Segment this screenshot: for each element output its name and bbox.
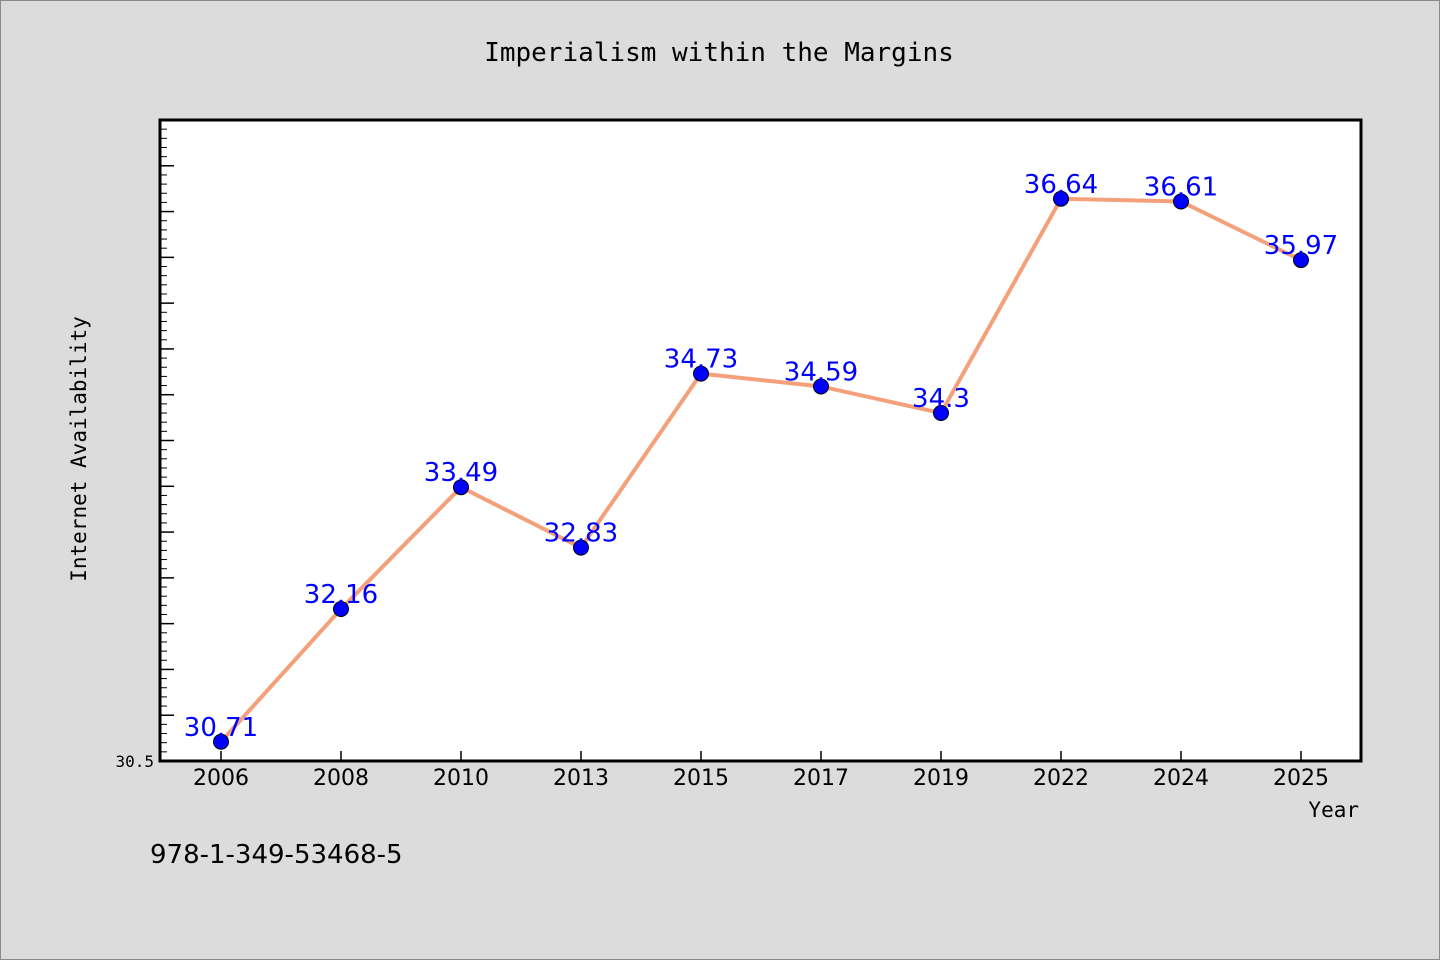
data-label: 32.83 (544, 519, 618, 549)
series-line-group (219, 196, 1302, 744)
data-label: 34.59 (784, 357, 858, 387)
data-label: 36.61 (1144, 172, 1218, 202)
data-label: 32.16 (304, 580, 378, 610)
data-label: 33.49 (424, 458, 498, 488)
data-point-marker (333, 600, 349, 617)
data-point-marker (1053, 190, 1069, 207)
x-axis-tick-label: 2019 (913, 766, 969, 791)
x-axis-label: Year (1308, 798, 1359, 822)
x-axis-tick-labels: 2006 2008 2010 2013 2015 2017 2019 2022 2024 2025 (193, 766, 1329, 791)
x-axis-ticks (220, 751, 1302, 761)
isbn-text: 978-1-349-53468-5 (150, 840, 403, 870)
data-labels: 30.71 32.16 33.49 32.83 34.73 34.59 34.3 36.64 3… (184, 170, 1338, 743)
data-point-marker (453, 479, 469, 496)
data-label: 34.73 (664, 345, 738, 375)
data-label: 30.71 (184, 713, 258, 743)
x-axis-tick-label: 2017 (793, 766, 849, 791)
data-point-marker (933, 405, 949, 422)
x-axis-tick-label: 2025 (1273, 766, 1329, 791)
y-axis-tick-label: 30.5 (115, 752, 154, 771)
data-point-marker (693, 365, 709, 382)
data-point-marker (573, 539, 589, 556)
data-point-marker (213, 733, 229, 750)
chart-title: Imperialism within the Margins (484, 38, 954, 68)
data-label: 35.97 (1264, 231, 1338, 261)
x-axis-tick-label: 2006 (193, 766, 249, 791)
data-point-marker (1293, 252, 1309, 269)
x-axis-tick-label: 2008 (313, 766, 369, 791)
series-markers (213, 190, 1309, 750)
data-point-marker (813, 378, 829, 395)
y-axis-ticks (160, 119, 174, 762)
y-axis-label: Internet Availability (67, 316, 91, 582)
data-label: 36.64 (1024, 170, 1098, 200)
series-line (219, 196, 1302, 744)
plot-area (158, 118, 1363, 763)
data-point-marker (1173, 193, 1189, 210)
x-axis-tick-label: 2022 (1033, 766, 1089, 791)
x-axis-tick-label: 2010 (433, 766, 489, 791)
data-label: 34.3 (912, 384, 970, 414)
x-axis-tick-label: 2013 (553, 766, 609, 791)
x-axis-tick-label: 2015 (673, 766, 729, 791)
x-axis-tick-label: 2024 (1153, 766, 1209, 791)
